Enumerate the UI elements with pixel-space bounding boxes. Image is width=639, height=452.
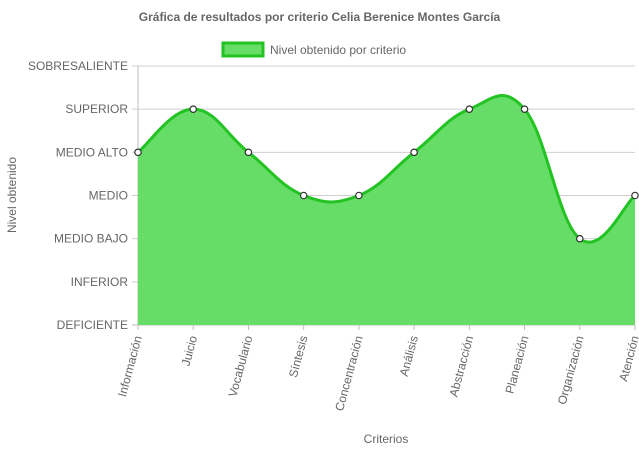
x-axis-ticks: Información Juicio Vocabulario Síntesis Conc… bbox=[115, 325, 639, 413]
x-tick-label: Información bbox=[115, 334, 145, 398]
x-tick-label: Atención bbox=[616, 334, 639, 383]
x-tick-label: Organización bbox=[555, 334, 587, 406]
y-axis-title: Nivel obtenido bbox=[5, 157, 19, 233]
data-point-7[interactable] bbox=[466, 106, 472, 112]
legend[interactable]: Nivel obtenido por criterio bbox=[223, 43, 406, 57]
y-tick-label: MEDIO ALTO bbox=[56, 145, 128, 159]
x-tick-label: Vocabulario bbox=[226, 334, 256, 399]
x-tick-label: Análisis bbox=[397, 334, 421, 378]
data-point-6[interactable] bbox=[411, 149, 417, 155]
x-tick-label: Abstracción bbox=[446, 334, 476, 398]
x-tick-label: Juicio bbox=[179, 334, 201, 368]
legend-swatch bbox=[223, 43, 263, 56]
y-tick-label: SOBRESALIENTE bbox=[28, 59, 128, 73]
series-area-fill bbox=[138, 95, 635, 325]
data-point-1[interactable] bbox=[135, 149, 141, 155]
y-tick-label: MEDIO BAJO bbox=[54, 232, 128, 246]
y-tick-label: SUPERIOR bbox=[65, 102, 128, 116]
data-point-5[interactable] bbox=[356, 192, 362, 198]
y-tick-label: MEDIO bbox=[89, 189, 128, 203]
y-axis-ticks: DEFICIENTE INFERIOR MEDIO BAJO MEDIO MEDIO A… bbox=[28, 59, 128, 332]
data-point-9[interactable] bbox=[577, 235, 583, 241]
data-area bbox=[138, 95, 635, 325]
data-point-10[interactable] bbox=[632, 192, 638, 198]
data-point-3[interactable] bbox=[245, 149, 251, 155]
y-tick-label: DEFICIENTE bbox=[57, 318, 128, 332]
y-tick-label: INFERIOR bbox=[71, 275, 129, 289]
data-point-4[interactable] bbox=[300, 192, 306, 198]
x-tick-label: Concentración bbox=[332, 334, 366, 412]
data-point-8[interactable] bbox=[521, 106, 527, 112]
x-tick-label: Planeación bbox=[503, 334, 532, 395]
x-axis-title: Criterios bbox=[364, 432, 409, 446]
chart-title: Gráfica de resultados por criterio Celia… bbox=[139, 10, 501, 24]
data-point-2[interactable] bbox=[190, 106, 196, 112]
legend-label: Nivel obtenido por criterio bbox=[270, 43, 406, 57]
x-tick-label: Síntesis bbox=[286, 334, 311, 379]
